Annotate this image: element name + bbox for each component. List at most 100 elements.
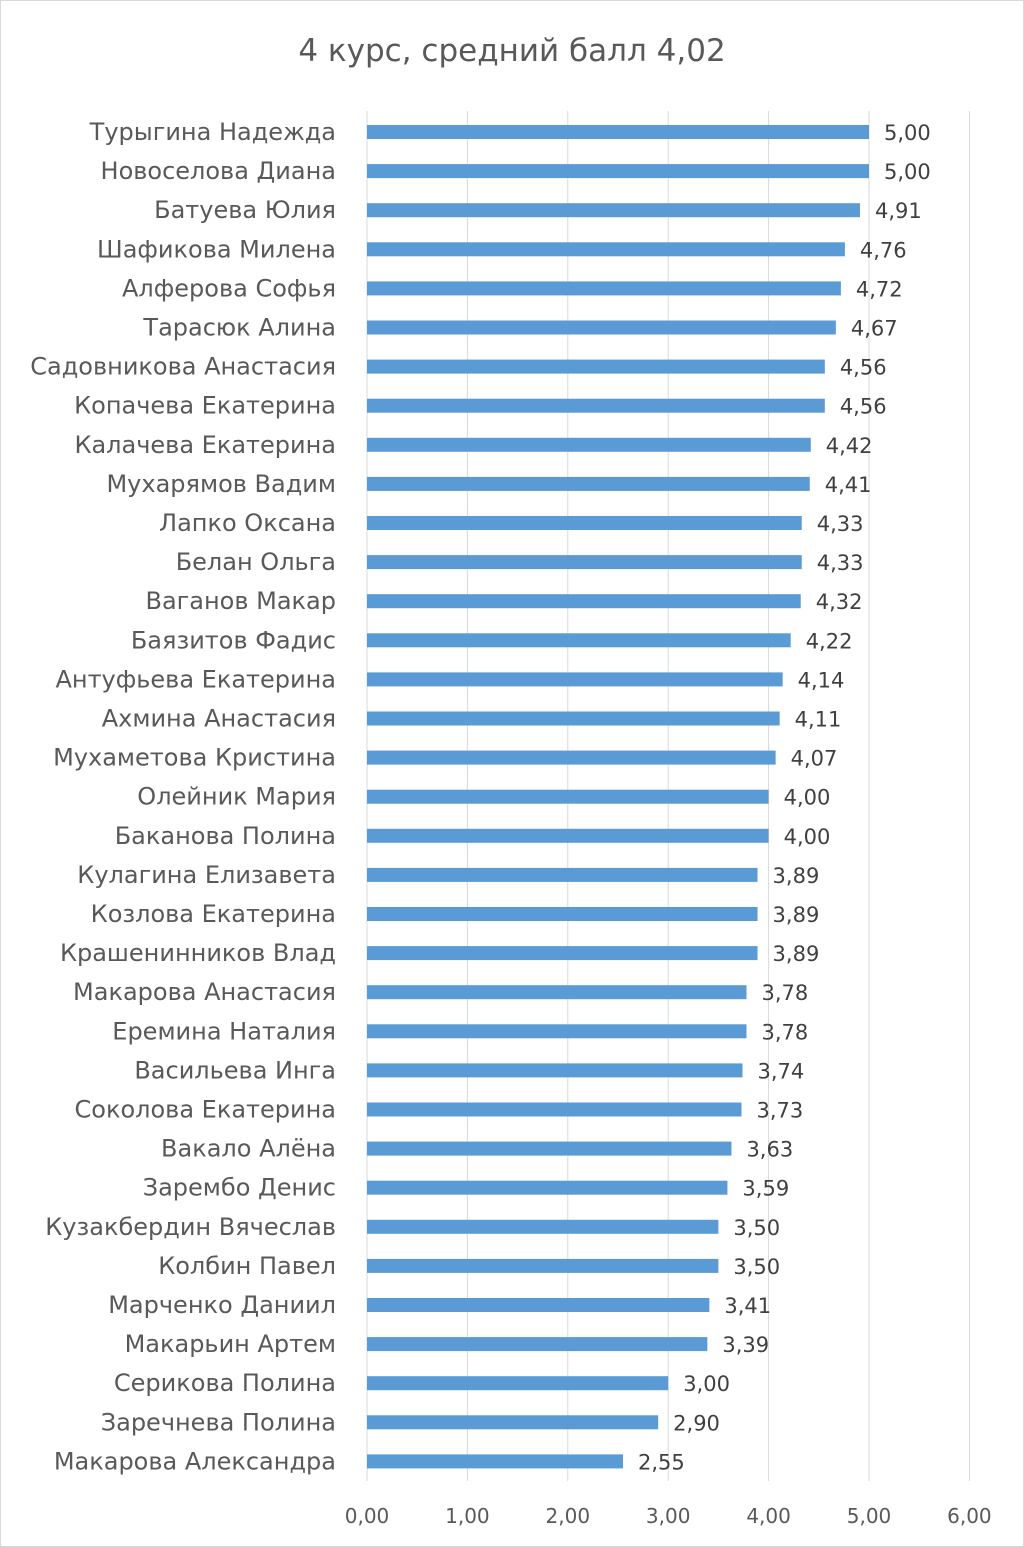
data-label: 5,00 [884, 121, 931, 145]
data-label: 5,00 [884, 160, 931, 184]
data-label: 4,00 [784, 825, 831, 849]
bar [367, 242, 845, 257]
data-label: 3,41 [724, 1294, 771, 1318]
x-tick-label: 3,00 [646, 1504, 691, 1528]
category-label: Кулагина Елизавета [77, 861, 336, 889]
data-label: 4,33 [817, 512, 864, 536]
data-label: 3,39 [722, 1333, 769, 1357]
category-label: Лапко Оксана [159, 509, 336, 537]
data-label: 4,56 [840, 395, 887, 419]
data-label: 4,72 [856, 277, 903, 301]
category-label: Серикова Полина [114, 1369, 336, 1397]
bar [367, 164, 869, 179]
category-label: Соколова Екатерина [75, 1096, 336, 1124]
data-label: 4,91 [875, 199, 922, 223]
bar [367, 633, 791, 648]
x-tick-label: 4,00 [746, 1504, 791, 1528]
data-label: 3,59 [742, 1177, 789, 1201]
data-label: 4,22 [806, 629, 853, 653]
bars [367, 125, 869, 1469]
x-tick-label: 6,00 [947, 1504, 992, 1528]
bar [367, 320, 836, 335]
bar [367, 516, 802, 530]
data-label: 4,76 [860, 238, 907, 262]
data-label: 3,50 [733, 1255, 780, 1279]
chart-title: 4 курс, средний балл 4,02 [298, 33, 725, 69]
bar [367, 867, 758, 882]
category-label: Олейник Мария [137, 783, 336, 811]
data-label: 2,55 [638, 1450, 685, 1474]
category-label: Ваганов Макар [146, 587, 337, 615]
category-label: Алферова Софья [122, 274, 336, 302]
bar [367, 1141, 732, 1156]
category-labels: Турыгина Надежда Новоселова Диана Батуева … [30, 118, 336, 1475]
category-label: Зарембо Денис [143, 1174, 336, 1202]
data-label: 4,41 [825, 473, 872, 497]
bar [367, 1102, 742, 1117]
bar [367, 985, 747, 1000]
category-label: Тарасюк Алина [142, 314, 336, 342]
bar [367, 1454, 624, 1469]
category-label: Калачева Екатерина [74, 431, 336, 459]
bar [367, 1219, 719, 1234]
bar [367, 398, 825, 413]
bar [367, 1258, 719, 1273]
data-label: 3,63 [746, 1138, 793, 1162]
category-label: Кузакбердин Вячеслав [45, 1213, 336, 1241]
x-tick-label: 1,00 [445, 1504, 490, 1528]
data-label: 3,89 [773, 903, 820, 927]
data-label: 4,56 [840, 356, 887, 380]
bar [367, 789, 769, 804]
data-label: 3,78 [762, 981, 809, 1005]
data-label: 3,89 [773, 942, 820, 966]
bar [367, 281, 841, 296]
bar [367, 1337, 708, 1352]
bar [367, 946, 758, 961]
bar [367, 1024, 747, 1039]
data-label: 4,14 [798, 668, 845, 692]
bar [367, 828, 769, 843]
bar [367, 1298, 710, 1312]
bar [367, 750, 776, 765]
category-label: Макарьин Артем [125, 1330, 336, 1358]
bar [367, 1180, 728, 1195]
x-axis-tick-labels: 0,00 1,00 2,00 3,00 4,00 5,00 6,00 [345, 1504, 992, 1528]
bar [367, 672, 783, 687]
category-label: Баканова Полина [115, 822, 336, 850]
data-labels: 5,00 5,00 4,91 4,76 4,72 4,67 4,56 4,56 4,42 4,41… [638, 121, 931, 1474]
data-label: 3,73 [756, 1099, 803, 1123]
category-label: Макарова Александра [54, 1447, 336, 1475]
bar [367, 203, 860, 218]
category-label: Мухаметова Кристина [53, 744, 336, 772]
category-label: Антуфьева Екатерина [55, 665, 336, 693]
category-label: Макарова Анастасия [73, 978, 336, 1006]
category-label: Марченко Даниил [108, 1291, 336, 1319]
data-label: 4,11 [795, 708, 842, 732]
category-label: Новоселова Диана [101, 157, 336, 185]
category-label: Белан Ольга [176, 548, 336, 576]
bar [367, 437, 811, 452]
bar [367, 711, 780, 726]
data-label: 3,74 [757, 1059, 804, 1083]
data-label: 4,07 [791, 747, 838, 771]
category-label: Заречнева Полина [101, 1408, 336, 1436]
data-label: 2,90 [673, 1411, 720, 1435]
category-label: Турыгина Надежда [89, 118, 336, 146]
category-label: Мухарямов Вадим [106, 470, 336, 498]
category-label: Батуева Юлия [154, 196, 336, 224]
bar [367, 1376, 669, 1391]
category-label: Ахмина Анастасия [102, 705, 336, 733]
data-label: 3,78 [762, 1020, 809, 1044]
category-label: Еремина Наталия [112, 1017, 336, 1045]
category-label: Колбин Павел [158, 1252, 336, 1280]
data-label: 4,33 [817, 551, 864, 575]
category-label: Баязитов Фадис [131, 626, 336, 654]
data-label: 3,50 [733, 1216, 780, 1240]
category-label: Садовникова Анастасия [30, 353, 336, 381]
data-label: 4,67 [851, 317, 898, 341]
data-label: 3,89 [773, 864, 820, 888]
bar [367, 1063, 743, 1078]
bar [367, 594, 801, 609]
